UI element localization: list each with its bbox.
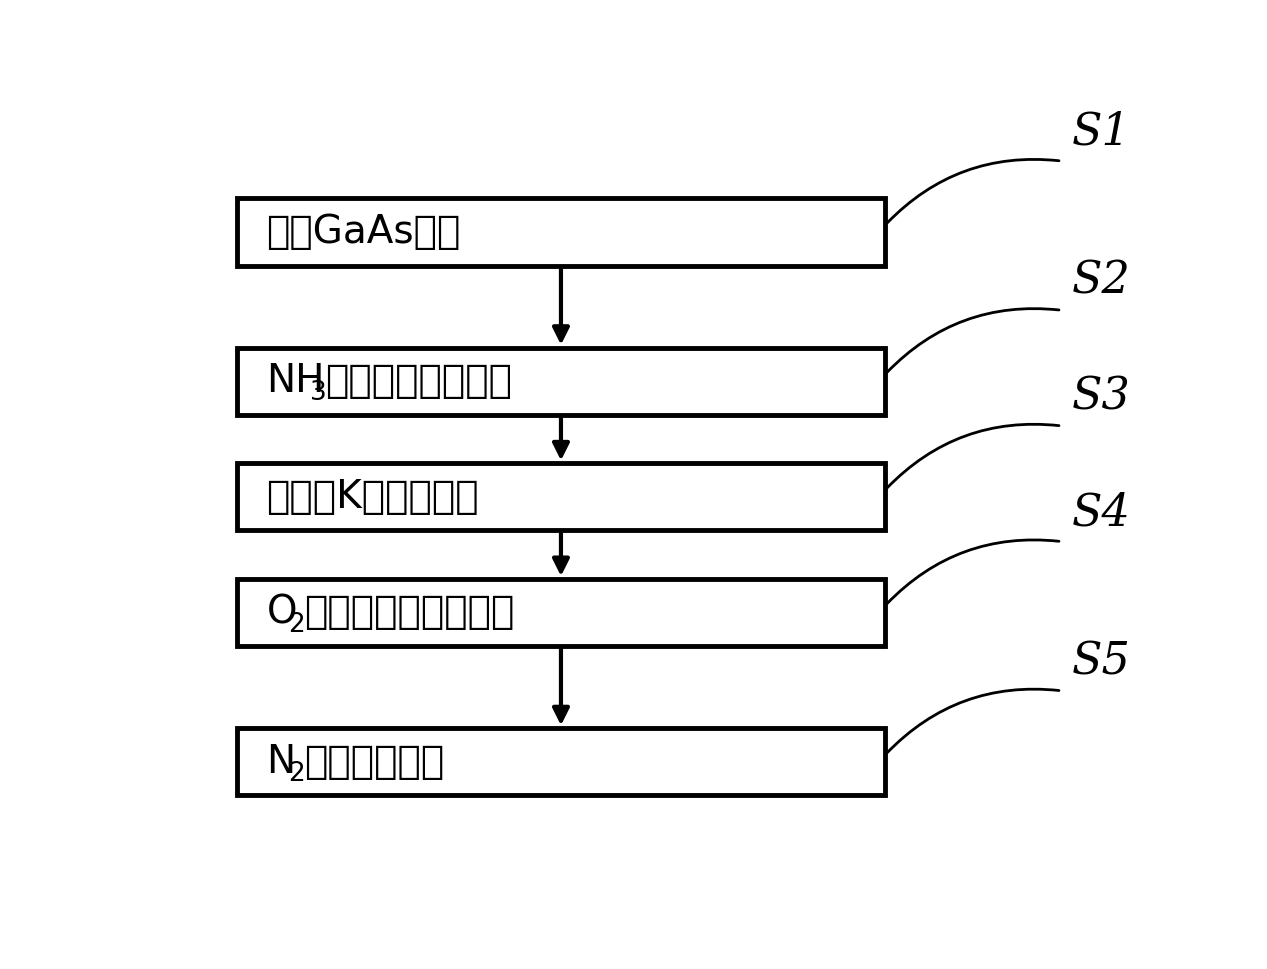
Text: S5: S5 — [1072, 641, 1130, 683]
Text: 2: 2 — [288, 611, 305, 638]
Text: N: N — [266, 742, 295, 781]
Text: S2: S2 — [1072, 260, 1130, 302]
Text: S1: S1 — [1072, 110, 1130, 154]
Bar — [237, 578, 884, 646]
Text: S4: S4 — [1072, 491, 1130, 534]
Text: 2: 2 — [288, 761, 305, 787]
Bar — [237, 728, 884, 796]
Text: 等离子体原位鬨化: 等离子体原位鬨化 — [326, 362, 512, 400]
Bar — [237, 348, 884, 415]
Bar — [237, 463, 884, 530]
Text: S3: S3 — [1072, 375, 1130, 419]
Text: 3: 3 — [309, 380, 327, 406]
Text: O: O — [266, 593, 296, 632]
Text: 气氛快速退火: 气氛快速退火 — [304, 742, 443, 781]
Text: 等离子体原位后处理: 等离子体原位后处理 — [304, 593, 514, 632]
Bar — [237, 199, 884, 266]
Text: 清洗GaAs衬底: 清洗GaAs衬底 — [266, 213, 461, 251]
Text: NH: NH — [266, 362, 324, 400]
Text: 沉积高K栅介质薄膜: 沉积高K栅介质薄膜 — [266, 478, 479, 516]
